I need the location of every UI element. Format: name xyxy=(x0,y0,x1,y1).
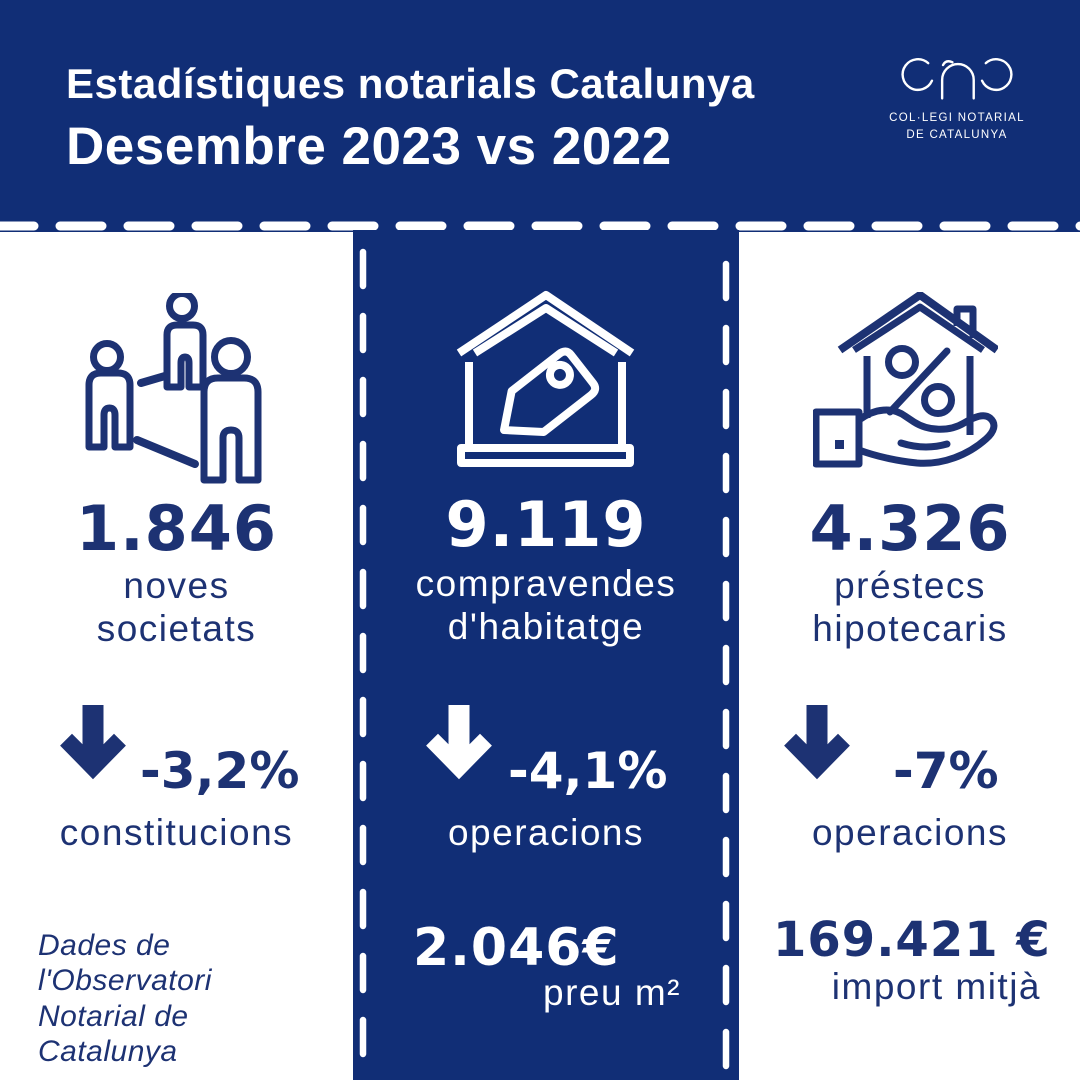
price-per-m2-value: 2.046€ xyxy=(413,918,620,978)
societats-label-line2: societats xyxy=(96,607,257,649)
cnc-logo-mark-icon xyxy=(901,58,1013,100)
header-band: Estadístiques notarials Catalunya Desemb… xyxy=(0,0,1080,232)
source-note-line2: l'Observatori xyxy=(38,964,212,998)
cnc-logo: COL·LEGI NOTARIAL DE CATALUNYA xyxy=(882,52,1032,143)
source-note-line4: Catalunya xyxy=(38,1035,178,1069)
house-percent-hand-icon xyxy=(813,292,998,468)
source-note-line3: Notarial de xyxy=(38,999,189,1033)
page-title: Estadístiques notarials Catalunya xyxy=(66,60,755,107)
compravendes-label-line1: compravendes xyxy=(415,563,677,604)
prestecs-change: -7% xyxy=(893,742,999,800)
down-arrow-icon xyxy=(426,705,492,780)
societats-change: -3,2% xyxy=(140,742,300,800)
down-arrow-icon xyxy=(60,705,126,780)
prestecs-label: préstecs hipotecaris xyxy=(740,565,1080,650)
source-note: Dades de l'Observatori Notarial de Catal… xyxy=(38,928,268,1070)
societats-change-label: constitucions xyxy=(59,812,294,853)
prestecs-change-label: operacions xyxy=(811,812,1008,853)
price-per-m2-label: preu m² xyxy=(543,972,681,1013)
house-price-tag-icon xyxy=(456,291,635,467)
middle-panel xyxy=(353,230,739,1080)
societats-label: noves societats xyxy=(0,565,353,650)
panel-dashed-border-left xyxy=(359,248,367,1074)
panel-dashed-border-right xyxy=(722,260,730,1074)
average-amount-label: import mitjà xyxy=(831,966,1041,1007)
societats-label-line1: noves xyxy=(123,565,230,606)
people-network-icon xyxy=(85,293,262,484)
source-note-line1: Dades de xyxy=(38,929,171,962)
compravendes-label: compravendes d'habitatge xyxy=(353,563,739,648)
average-amount-value: 169.421 € xyxy=(773,912,1051,968)
compravendes-change: -4,1% xyxy=(508,742,668,800)
compravendes-change-label: operacions xyxy=(447,812,644,853)
page-subtitle: Desembre 2023 vs 2022 xyxy=(66,117,672,176)
compravendes-count: 9.119 xyxy=(445,488,647,561)
prestecs-label-line2: hipotecaris xyxy=(812,607,1008,649)
down-arrow-icon xyxy=(784,705,850,780)
header-dashed-divider xyxy=(0,221,1080,231)
logo-text-line2: DE CATALUNYA xyxy=(906,128,1008,141)
compravendes-label-line2: d'habitatge xyxy=(447,605,645,647)
logo-text-line1: COL·LEGI NOTARIAL xyxy=(889,112,1025,124)
societats-count: 1.846 xyxy=(75,492,278,565)
prestecs-label-line1: préstecs xyxy=(834,565,986,606)
prestecs-count: 4.326 xyxy=(809,492,1011,565)
